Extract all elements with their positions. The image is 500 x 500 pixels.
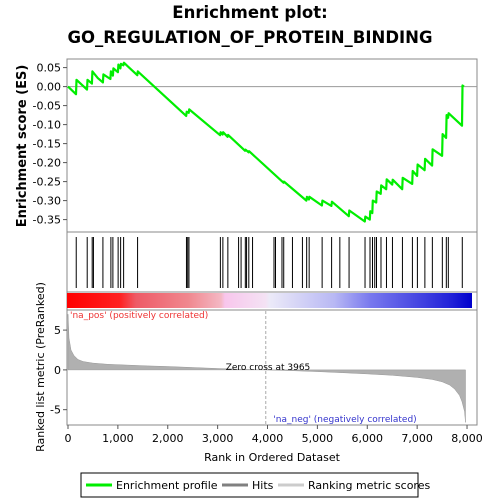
es-y-tick-label: -0.05	[33, 100, 61, 113]
ranking-metric-area	[67, 314, 466, 423]
metric-y-axis-label: Ranked list metric (PreRanked)	[34, 282, 47, 452]
metric-x-tick-label: 5,000	[302, 432, 334, 445]
es-panel-frame	[66, 58, 478, 233]
legend-metric-label: Ranking metric scores	[308, 479, 430, 492]
neg-correlated-label: 'na_neg' (negatively correlated)	[273, 415, 416, 425]
es-y-tick-label: -0.30	[33, 195, 61, 208]
es-y-tick-label: -0.15	[33, 138, 61, 151]
es-y-tick-label: -0.20	[33, 157, 61, 170]
es-y-tick-label: -0.25	[33, 176, 61, 189]
metric-x-axis-label: Rank in Ordered Dataset	[204, 451, 341, 464]
metric-y-tick-label: 0	[54, 364, 61, 377]
metric-x-tick-label: 8,000	[451, 432, 483, 445]
metric-x-tick-label: 6,000	[352, 432, 384, 445]
ranked-heatmap-strip	[67, 293, 472, 308]
es-y-tick-label: 0.00	[37, 81, 62, 94]
metric-y-tick-label: 5	[54, 324, 61, 337]
es-y-tick-label: -0.35	[33, 214, 61, 227]
metric-x-tick-label: 1,000	[102, 432, 134, 445]
es-layer	[67, 61, 477, 223]
legend-box	[80, 472, 419, 498]
legend-enrichment-label: Enrichment profile	[116, 479, 218, 492]
axes-layer: 0.05 0.00 -0.05 -0.10 -0.15 -0.20 -0.25 -0.30 -0…	[33, 62, 483, 445]
metric-x-tick-label: 3,000	[202, 432, 234, 445]
pos-correlated-label: 'na_pos' (positively correlated)	[70, 311, 208, 321]
chart-title-line1: Enrichment plot:	[172, 3, 328, 22]
hits-panel-frame	[66, 231, 478, 293]
chart-title-line2: GO_REGULATION_OF_PROTEIN_BINDING	[67, 28, 433, 47]
es-y-tick-label: 0.05	[37, 62, 62, 75]
metric-x-tick-label: 4,000	[252, 432, 284, 445]
es-y-tick-label: -0.10	[33, 119, 61, 132]
metric-y-tick-label: -5	[50, 404, 61, 417]
metric-layer	[67, 311, 466, 424]
enrichment-profile-line	[67, 61, 465, 223]
es-y-axis-label: Enrichment score (ES)	[15, 65, 30, 228]
legend-hits-label: Hits	[252, 479, 274, 492]
legend: Enrichment profile Hits Ranking metric s…	[80, 472, 430, 498]
hits-layer	[75, 237, 463, 288]
metric-x-tick-label: 2,000	[152, 432, 184, 445]
metric-x-tick-label: 0	[65, 432, 72, 445]
metric-x-tick-label: 7,000	[401, 432, 433, 445]
zero-cross-label: Zero cross at 3965	[226, 363, 311, 373]
